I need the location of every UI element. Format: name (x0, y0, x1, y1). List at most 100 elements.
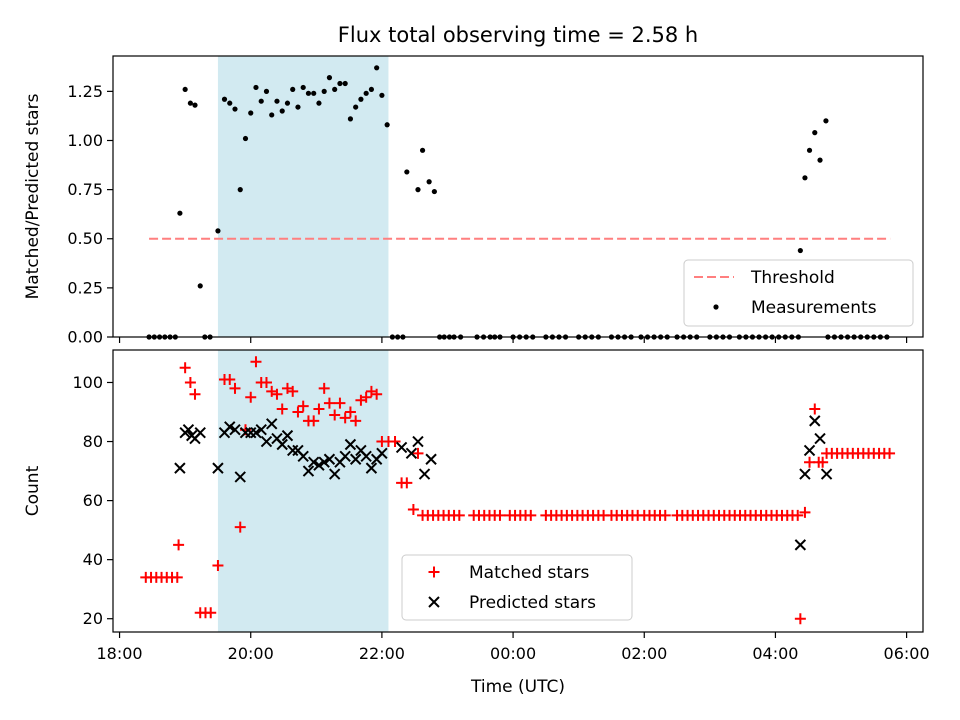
legend-label: Matched stars (469, 563, 589, 583)
data-point (659, 509, 671, 521)
data-point (197, 283, 203, 289)
data-point (205, 607, 217, 619)
data-point (358, 96, 364, 102)
data-point (179, 362, 191, 374)
x-tick-label: 00:00 (490, 644, 536, 663)
legend-label: Predicted stars (469, 593, 596, 613)
data-point (212, 560, 224, 572)
data-point (187, 100, 193, 106)
data-point (318, 456, 330, 468)
data-point (269, 112, 275, 118)
data-point (418, 468, 431, 480)
data-point (258, 98, 264, 104)
data-point (308, 415, 320, 427)
series-predicted-stars (174, 415, 833, 551)
data-point (379, 92, 385, 98)
data-point (313, 403, 325, 415)
data-point (360, 391, 372, 403)
data-point (799, 468, 811, 480)
data-point (806, 147, 813, 153)
data-point (281, 429, 294, 442)
data-point (884, 447, 896, 459)
data-point (804, 456, 816, 468)
legend: Matched stars Predicted stars (401, 554, 633, 621)
data-point (194, 426, 206, 439)
data-point (349, 453, 362, 465)
data-point (350, 415, 362, 427)
data-point (253, 84, 259, 91)
data-point (525, 509, 537, 521)
data-point (371, 388, 383, 400)
data-point (415, 187, 421, 193)
data-point (174, 462, 186, 474)
data-point (339, 450, 351, 463)
data-point (284, 100, 291, 106)
y-tick-label: 1.25 (67, 82, 103, 101)
data-point (817, 456, 829, 468)
y-tick-label: 0.75 (67, 180, 103, 199)
data-point (250, 356, 262, 368)
data-point (326, 75, 333, 81)
x-tick-label: 20:00 (228, 644, 274, 663)
y-tick-label: 1.00 (67, 131, 103, 150)
x-tick-label: 02:00 (621, 644, 667, 663)
data-point (276, 438, 288, 451)
data-point (311, 90, 317, 96)
data-point (250, 426, 262, 439)
data-point (799, 506, 811, 518)
x-tick-label: 18:00 (97, 644, 143, 663)
data-point (419, 147, 426, 153)
data-point (809, 403, 821, 415)
y-tick-label: 0.25 (67, 278, 103, 297)
x-axis-label: Time (UTC) (470, 677, 565, 697)
data-point (384, 122, 390, 128)
data-point (318, 382, 330, 394)
data-point (287, 385, 299, 397)
legend-label: Threshold (750, 268, 835, 288)
data-point (316, 100, 322, 106)
data-point (794, 613, 806, 625)
axes-frame (112, 55, 924, 338)
y-tick-label: 40 (83, 550, 103, 569)
data-point (295, 104, 301, 110)
data-point (248, 110, 254, 116)
data-point (344, 406, 356, 418)
y-tick-label: 100 (72, 373, 103, 392)
data-point (360, 450, 372, 463)
data-point (271, 388, 283, 400)
data-point (339, 412, 351, 424)
data-point (431, 188, 437, 195)
top-panel-matched-ratio: 0.00 0.25 0.50 0.75 1.00 1.25 Matched/Predicte… (23, 55, 924, 347)
data-point (342, 80, 348, 87)
data-point (334, 397, 346, 409)
y-tick-label: 0.00 (67, 328, 103, 347)
data-point (224, 374, 236, 386)
data-point (192, 102, 198, 108)
data-point (171, 571, 183, 583)
data-point (297, 400, 309, 412)
data-point (374, 65, 380, 71)
data-point (279, 108, 285, 114)
data-point (363, 90, 369, 96)
y-tick-label: 80 (83, 432, 103, 451)
data-point (215, 228, 221, 234)
y-tick-label: 60 (83, 491, 103, 510)
data-point (823, 118, 829, 124)
data-point (453, 509, 465, 521)
data-point (232, 106, 238, 112)
data-point (242, 135, 249, 142)
data-point (234, 521, 246, 533)
data-point (229, 424, 241, 436)
axes-frame (112, 349, 924, 633)
data-point (189, 388, 201, 400)
data-point (300, 84, 306, 91)
y-axis-label: Count (23, 465, 43, 516)
data-point (276, 403, 288, 415)
data-point (227, 100, 233, 106)
data-point (401, 477, 413, 489)
data-point (820, 468, 833, 480)
data-point (329, 409, 341, 421)
data-point (234, 471, 246, 483)
data-point (365, 462, 378, 474)
data-point (182, 86, 188, 93)
